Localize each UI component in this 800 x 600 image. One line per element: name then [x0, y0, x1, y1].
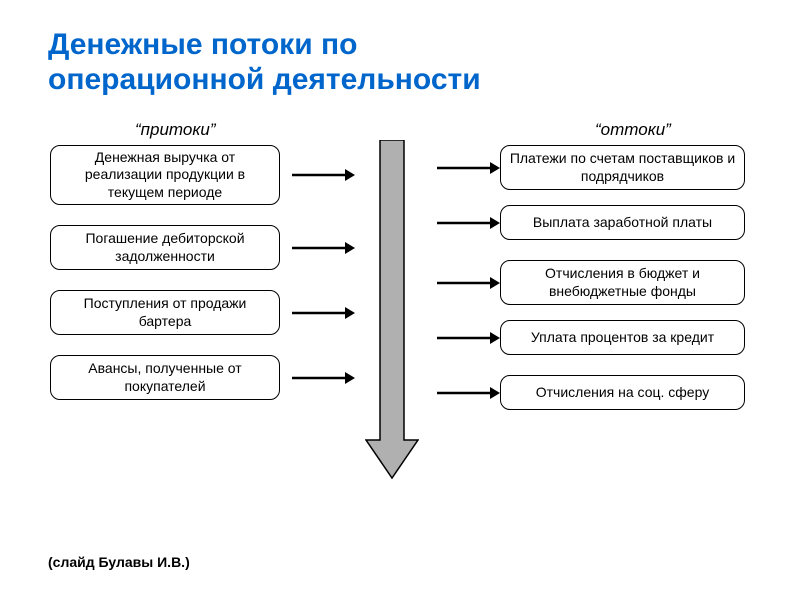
title-line2: операционной деятельности	[48, 63, 481, 96]
central-arrow-icon	[365, 140, 419, 490]
flow-arrow-icon	[290, 303, 357, 323]
flow-arrow-icon	[435, 383, 502, 403]
inflow-box: Авансы, полученные от покупателей	[50, 355, 280, 400]
outflow-box: Отчисления на соц. сферу	[500, 375, 745, 410]
flow-diagram: “притоки” “оттоки” Денежная выручка от реа…	[40, 120, 760, 500]
inflow-box: Погашение дебиторской задолженности	[50, 225, 280, 270]
page-title: Денежные потоки по операционной деятельн…	[0, 0, 800, 97]
flow-arrow-icon	[435, 213, 502, 233]
flow-arrow-icon	[290, 165, 357, 185]
outflows-header: “оттоки”	[595, 120, 671, 140]
flow-arrow-icon	[435, 158, 502, 178]
inflow-box: Денежная выручка от реализации продукции…	[50, 145, 280, 205]
flow-arrow-icon	[290, 368, 357, 388]
inflow-box: Поступления от продажи бартера	[50, 290, 280, 335]
outflow-box: Отчисления в бюджет и внебюджетные фонды	[500, 260, 745, 305]
slide-credit: (слайд Булавы И.В.)	[48, 554, 190, 570]
inflows-header: “притоки”	[135, 120, 216, 140]
flow-arrow-icon	[435, 273, 502, 293]
outflow-box: Платежи по счетам поставщиков и подрядчи…	[500, 145, 745, 190]
outflow-box: Уплата процентов за кредит	[500, 320, 745, 355]
outflow-box: Выплата заработной платы	[500, 205, 745, 240]
title-line1: Денежные потоки по	[48, 28, 357, 61]
flow-arrow-icon	[290, 238, 357, 258]
flow-arrow-icon	[435, 328, 502, 348]
